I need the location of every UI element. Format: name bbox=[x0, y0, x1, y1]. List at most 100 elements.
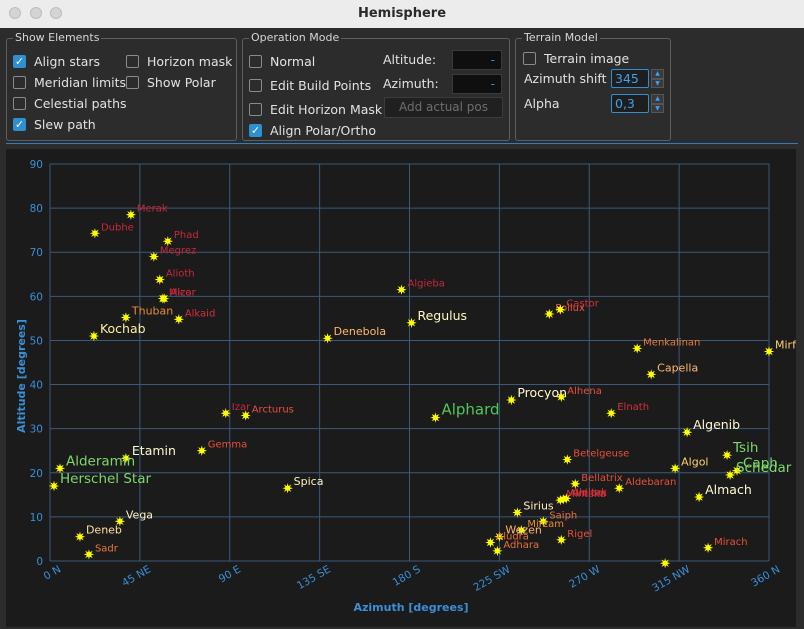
star-label: Wezen bbox=[505, 524, 542, 537]
mode-align-polar-checkbox[interactable]: ✓ Align Polar/Ortho bbox=[249, 122, 376, 138]
terrain-model-group: Terrain Model Terrain image Azimuth shif… bbox=[515, 31, 671, 141]
checkbox-indicator bbox=[249, 54, 262, 68]
increment-arrow-icon[interactable]: ▲ bbox=[651, 69, 664, 79]
window-title: Hemisphere bbox=[357, 6, 447, 21]
star-label: Alcor bbox=[170, 288, 196, 299]
star-label: Arcturus bbox=[252, 404, 294, 415]
mode-edit-build-points-checkbox[interactable]: Edit Build Points bbox=[249, 76, 371, 94]
operation-mode-title: Operation Mode bbox=[249, 31, 342, 44]
decrement-arrow-icon[interactable]: ▼ bbox=[651, 103, 664, 113]
mode-normal-checkbox[interactable]: Normal bbox=[249, 52, 315, 70]
star-marker bbox=[154, 274, 165, 285]
star-marker bbox=[659, 558, 671, 569]
star-marker bbox=[494, 531, 505, 542]
star-marker bbox=[173, 314, 184, 325]
azimuth-shift-spinbox[interactable]: 345 ▲ ▼ bbox=[611, 69, 664, 88]
azimuth-value: - bbox=[452, 74, 502, 94]
y-axis-ticks: 0 10 20 30 40 50 60 70 80 90 bbox=[30, 159, 43, 568]
x-tick-label: 225 SW bbox=[472, 563, 514, 594]
operation-mode-group: Operation Mode Normal Edit Build Points … bbox=[242, 31, 510, 141]
star-marker bbox=[562, 454, 573, 465]
star-label: Phad bbox=[174, 230, 199, 241]
star-label: Aludra bbox=[496, 531, 529, 542]
checkbox-indicator bbox=[523, 51, 536, 65]
terrain-model-title: Terrain Model bbox=[522, 31, 600, 44]
decrement-arrow-icon[interactable]: ▼ bbox=[651, 78, 664, 88]
x-tick-label: 45 NE bbox=[120, 563, 153, 589]
y-axis-label: Altitude [degrees] bbox=[15, 319, 28, 433]
star-marker bbox=[724, 469, 736, 481]
x-axis-ticks: 0 N 45 NE 90 E 135 SE 180 S 225 SW 270 W 315 NW… bbox=[42, 563, 782, 595]
star-marker bbox=[125, 209, 137, 220]
star-label: Almach bbox=[705, 482, 752, 497]
star-marker bbox=[120, 453, 132, 464]
celestial-paths-checkbox[interactable]: Celestial paths bbox=[13, 94, 127, 112]
star-label: Kochab bbox=[100, 321, 146, 336]
star-label: Mirach bbox=[714, 537, 747, 548]
star-label: Herschel Star bbox=[60, 471, 152, 487]
star-marker bbox=[282, 483, 293, 494]
star-marker bbox=[721, 449, 733, 461]
star-label: Aldebaran bbox=[625, 477, 676, 488]
close-window-button[interactable] bbox=[9, 7, 21, 19]
show-elements-group: Show Elements ✓ Align stars Meridian limi… bbox=[6, 31, 237, 141]
minimize-window-button[interactable] bbox=[30, 7, 42, 19]
checkbox-indicator bbox=[126, 54, 139, 68]
y-tick-label: 80 bbox=[30, 203, 43, 215]
increment-arrow-icon[interactable]: ▲ bbox=[651, 94, 664, 104]
star-marker bbox=[240, 410, 251, 421]
zoom-window-button[interactable] bbox=[50, 7, 62, 19]
y-tick-label: 0 bbox=[36, 556, 43, 568]
star-marker bbox=[556, 391, 567, 403]
mode-edit-horizon-mask-checkbox[interactable]: Edit Horizon Mask bbox=[249, 100, 382, 118]
checkbox-indicator: ✓ bbox=[13, 117, 26, 131]
star-marker bbox=[570, 478, 581, 489]
star-marker bbox=[614, 483, 625, 494]
show-polar-checkbox[interactable]: Show Polar bbox=[126, 73, 216, 91]
title-bar: Hemisphere bbox=[0, 0, 804, 29]
star-marker bbox=[322, 333, 333, 344]
star-marker bbox=[702, 542, 714, 553]
alpha-arrows: ▲ ▼ bbox=[651, 94, 664, 113]
star-label: Saiph bbox=[549, 510, 577, 521]
star-marker bbox=[196, 445, 207, 456]
star-marker bbox=[544, 308, 555, 320]
star-label: Merak bbox=[137, 204, 168, 215]
star-label: Etamin bbox=[132, 443, 176, 458]
azimuth-shift-input[interactable]: 345 bbox=[611, 69, 649, 88]
star-marker bbox=[512, 507, 523, 518]
star-marker bbox=[731, 465, 743, 476]
star-label: Megrez bbox=[160, 246, 196, 257]
star-marker bbox=[669, 463, 681, 474]
checkbox-indicator bbox=[13, 96, 26, 110]
align-stars-checkbox[interactable]: ✓ Align stars bbox=[13, 53, 101, 69]
alpha-input[interactable]: 0,3 bbox=[611, 94, 649, 113]
star-marker bbox=[396, 284, 407, 295]
checkbox-indicator bbox=[249, 102, 262, 116]
terrain-image-checkbox[interactable]: Terrain image bbox=[523, 49, 629, 67]
star-label: Izar bbox=[232, 402, 251, 413]
star-label: Vega bbox=[126, 508, 153, 521]
horizon-mask-checkbox[interactable]: Horizon mask bbox=[126, 52, 232, 70]
x-tick-label: 90 E bbox=[217, 563, 243, 585]
star-marker bbox=[74, 531, 86, 542]
azimuth-shift-arrows: ▲ ▼ bbox=[651, 69, 664, 88]
star-label: Caph bbox=[743, 456, 778, 472]
hemisphere-chart[interactable]: 0 10 20 30 40 50 60 70 80 90 0 N 45 NE 90 E 135 SE 18… bbox=[6, 149, 796, 627]
star-marker bbox=[485, 537, 496, 548]
star-marker bbox=[516, 524, 527, 536]
star-label: Thuban bbox=[131, 305, 173, 318]
star-marker bbox=[556, 534, 567, 545]
meridian-limits-checkbox[interactable]: Meridian limits bbox=[13, 73, 126, 91]
alpha-spinbox[interactable]: 0,3 ▲ ▼ bbox=[611, 94, 664, 113]
star-label: Alkaid bbox=[185, 308, 216, 319]
star-marker bbox=[693, 491, 705, 503]
star-marker bbox=[220, 408, 231, 419]
add-actual-pos-button[interactable]: Add actual pos bbox=[384, 97, 503, 118]
star-label: Betelgeuse bbox=[573, 449, 629, 460]
star-label: Alhena bbox=[567, 386, 602, 397]
star-label: Sadr bbox=[95, 543, 119, 554]
slew-path-checkbox[interactable]: ✓ Slew path bbox=[13, 116, 96, 132]
y-tick-label: 60 bbox=[30, 291, 43, 303]
